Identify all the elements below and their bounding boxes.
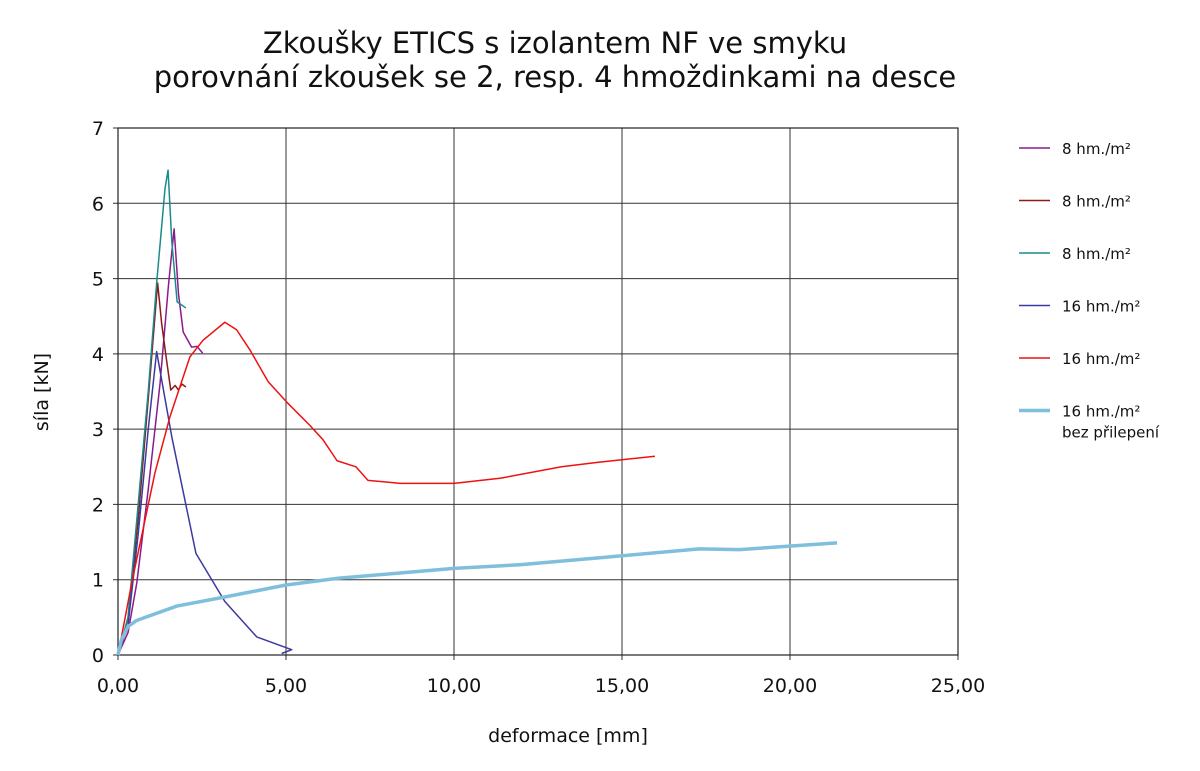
x-tick-label: 25,00 (931, 675, 985, 697)
legend-label: 16 hm./m² (1062, 350, 1140, 368)
legend-label: 8 hm./m² (1062, 193, 1131, 211)
x-axis-label: deformace [mm] (488, 725, 648, 747)
legend-label: 16 hm./m² (1062, 403, 1140, 421)
y-tick-label: 0 (92, 645, 104, 667)
y-tick-label: 2 (92, 494, 104, 516)
x-tick-label: 5,00 (265, 675, 307, 697)
chart-subtitle: porovnání zkoušek se 2, resp. 4 hmoždink… (153, 60, 957, 94)
series-line-6 (116, 541, 838, 656)
y-tick-label: 1 (92, 570, 104, 592)
legend-label: 8 hm./m² (1062, 245, 1131, 263)
legend-label: 8 hm./m² (1062, 140, 1131, 158)
y-tick-label: 5 (92, 269, 104, 291)
legend-label: 16 hm./m² (1062, 298, 1140, 316)
chart-title: Zkoušky ETICS s izolantem NF ve smyku (262, 26, 848, 60)
x-tick-label: 15,00 (595, 675, 649, 697)
x-tick-label: 0,00 (97, 675, 139, 697)
y-tick-label: 3 (92, 419, 104, 441)
x-tick-label: 20,00 (763, 675, 817, 697)
y-tick-label: 7 (92, 118, 104, 140)
y-tick-label: 6 (92, 193, 104, 215)
x-tick-label: 10,00 (427, 675, 481, 697)
y-tick-label: 4 (92, 344, 104, 366)
series-line-4 (117, 350, 293, 656)
plot-frame (117, 127, 959, 656)
series-line-3 (117, 169, 187, 656)
series-line-1 (117, 228, 204, 656)
y-axis-label: síla [kN] (31, 353, 53, 431)
legend-label-line2: bez přilepení (1062, 424, 1160, 442)
series-line-5 (117, 321, 656, 656)
